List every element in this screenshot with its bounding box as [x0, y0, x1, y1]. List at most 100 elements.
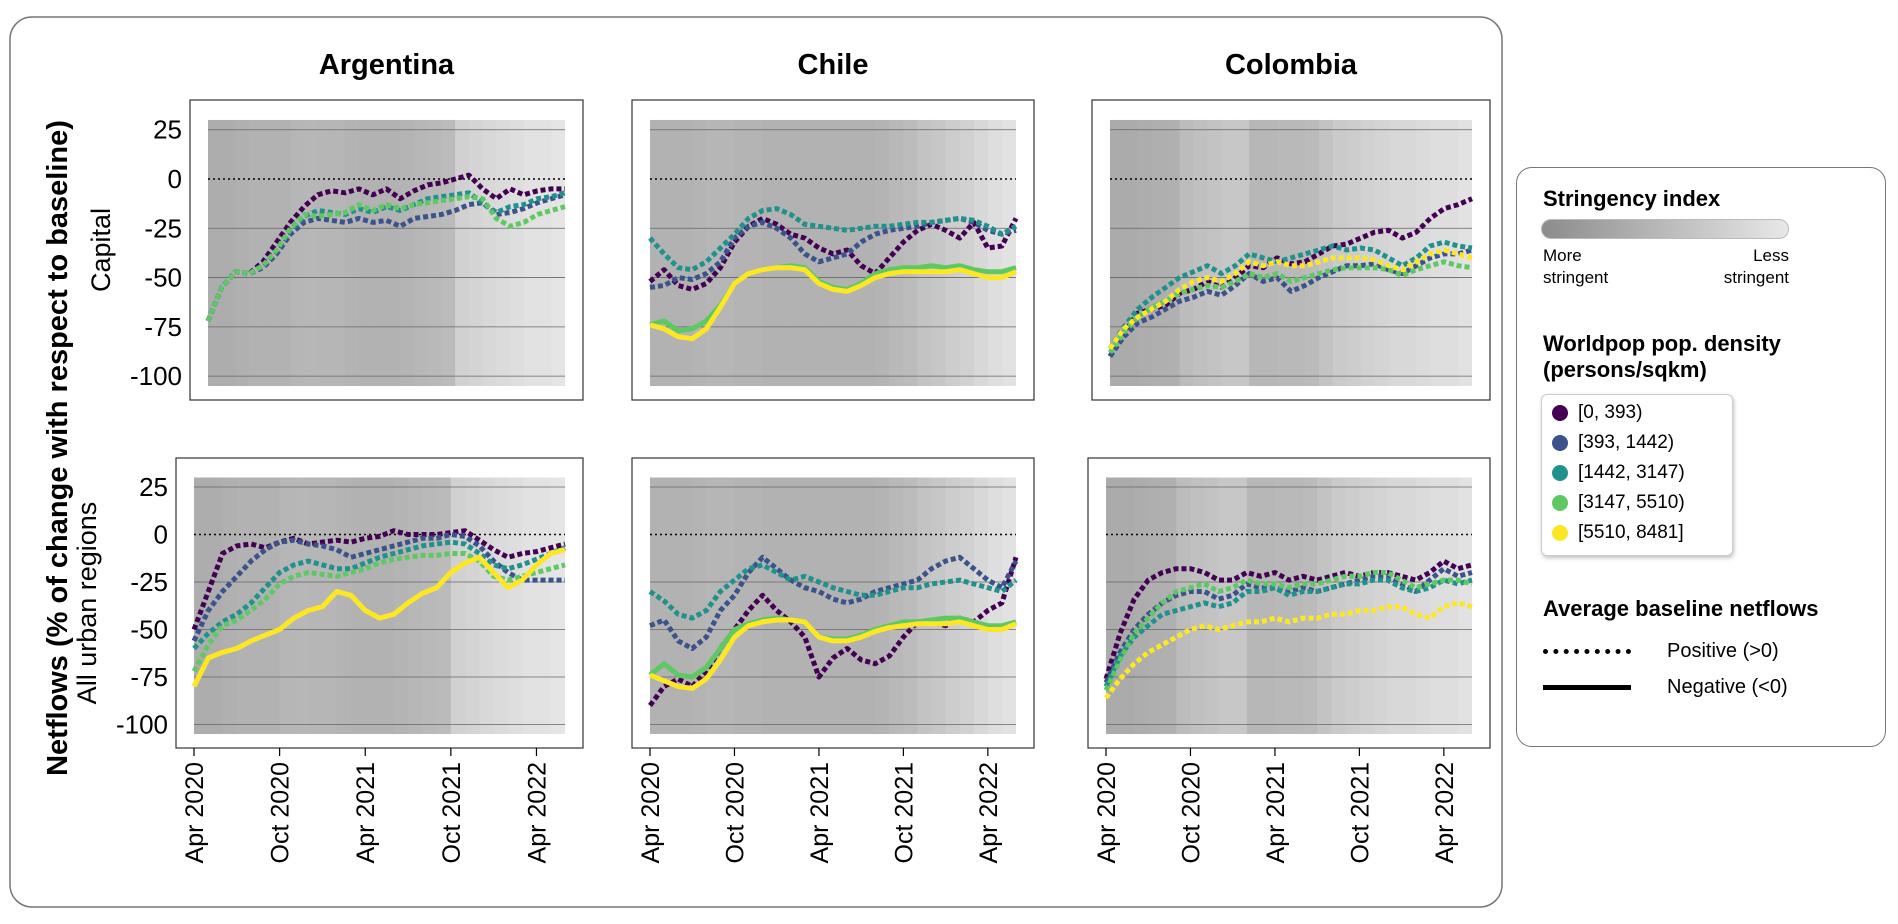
stringency-band [959, 119, 975, 386]
stringency-band [734, 477, 750, 734]
stringency-band [372, 119, 387, 386]
stringency-band [1415, 477, 1431, 734]
x-tick-label: Apr 2022 [523, 762, 551, 863]
stringency-band [1221, 119, 1236, 386]
stringency-band [1457, 477, 1472, 734]
stringency-band [1162, 477, 1177, 734]
stringency-band [537, 119, 552, 386]
stringency-band [550, 477, 565, 734]
dashed-line-icon [1543, 648, 1631, 654]
x-tick-label: Oct 2020 [267, 762, 295, 863]
series-line-bin-3 [1107, 259, 1473, 354]
stringency-band [251, 477, 266, 734]
stringency-band [493, 477, 509, 734]
stringency-band [847, 119, 862, 386]
x-tick-label: Apr 2020 [637, 762, 665, 863]
stringency-band [336, 477, 352, 734]
stringency-band [427, 119, 442, 386]
stringency-band [776, 119, 792, 386]
positive-legend-row: Positive (>0) [1543, 637, 1779, 665]
stringency-band [293, 477, 309, 734]
stringency-band [931, 119, 947, 386]
series-line-bin-2 [1107, 239, 1473, 350]
stringency-band [1429, 477, 1445, 734]
negative-legend-row: Negative (<0) [1543, 673, 1788, 701]
panel-colombia-urban: Apr 2020 Oct 2020 Apr 2021 Oct 2021 Apr 2022 [1087, 457, 1491, 863]
stringency-band [945, 477, 961, 734]
stringency-band [365, 477, 380, 734]
stringency-band [208, 477, 224, 734]
stringency-band [1193, 119, 1208, 386]
country-title: Chile [798, 49, 869, 81]
stringency-band [861, 477, 876, 734]
stringency-band [479, 477, 495, 734]
stringency-band [903, 119, 918, 386]
stringency-band [1317, 477, 1332, 734]
x-tick-label: Oct 2020 [721, 762, 749, 863]
stringency-band [317, 119, 333, 386]
stringency-band [1260, 477, 1276, 734]
density-title-line2: (persons/sqkm) [1543, 357, 1707, 382]
density-bin-label: [3147, 5510) [1578, 492, 1685, 513]
stringency-band [1249, 119, 1264, 386]
stringency-band [536, 477, 552, 734]
stringency-band [1416, 119, 1431, 386]
stringency-band [931, 477, 947, 734]
stringency-band [664, 119, 679, 386]
stringency-band [222, 477, 238, 734]
stringency-band [450, 477, 466, 734]
stringency-band [1134, 477, 1149, 734]
stringency-shading [650, 477, 1016, 734]
stringency-band [408, 477, 423, 734]
stringency-band [1207, 119, 1222, 386]
stringency-band [482, 119, 497, 386]
density-bin-item: [5510, 8481] [1552, 519, 1684, 547]
stringency-band [1318, 119, 1334, 386]
density-bin-item: [1442, 3147) [1552, 459, 1685, 487]
legend-panel: Stringency index More stringent Less str… [1516, 167, 1886, 747]
panel-argentina-capital: 25 0 -25 -50 -75 -100 Capital Argentina [86, 49, 584, 401]
netflow-title: Average baseline netflows [1543, 596, 1819, 621]
density-dot-icon [1552, 435, 1568, 451]
stringency-band [265, 477, 281, 734]
stringency-band [507, 477, 523, 734]
x-tick-label: Oct 2020 [1177, 762, 1205, 863]
stringency-band [400, 119, 415, 386]
stringency-band [987, 119, 1003, 386]
row-label: Capital [86, 208, 116, 292]
stringency-band [903, 477, 918, 734]
stringency-band [276, 119, 291, 386]
stringency-band [917, 119, 933, 386]
series-line-bin-2 [648, 562, 1018, 621]
x-tick-label: Oct 2021 [1346, 762, 1374, 863]
stringency-band [818, 477, 834, 734]
density-bin-label: [393, 1442) [1578, 432, 1675, 453]
stringency-title: Stringency index [1543, 186, 1721, 211]
stringency-band [734, 119, 750, 386]
panels-group: 25 0 -25 -50 -75 -100 Capital Argentina Chile Col… [72, 49, 1491, 863]
stringency-shading [208, 119, 565, 386]
stringency-band [1274, 477, 1290, 734]
x-tick-label: Oct 2021 [890, 762, 918, 863]
series-line-bin-4 [649, 617, 1017, 691]
stringency-band [1388, 119, 1403, 386]
stringency-band [804, 477, 820, 734]
stringency-band [1218, 477, 1234, 734]
x-tick-label: Apr 2020 [1093, 762, 1121, 863]
stringency-band [441, 119, 456, 386]
y-tick-label: 0 [154, 520, 168, 550]
series-line-bin-4 [191, 547, 566, 688]
density-bin-item: [393, 1442) [1552, 429, 1674, 457]
stringency-band [345, 119, 360, 386]
stringency-band [1401, 477, 1417, 734]
stringency-band [1359, 477, 1374, 734]
stringency-band [875, 119, 890, 386]
x-tick-label: Apr 2022 [975, 762, 1003, 863]
country-title: Argentina [319, 49, 455, 81]
stringency-band [1387, 477, 1403, 734]
stringency-band [290, 119, 305, 386]
stringency-band [1303, 477, 1318, 734]
stringency-band [1277, 119, 1292, 386]
stringency-band [1001, 477, 1016, 734]
